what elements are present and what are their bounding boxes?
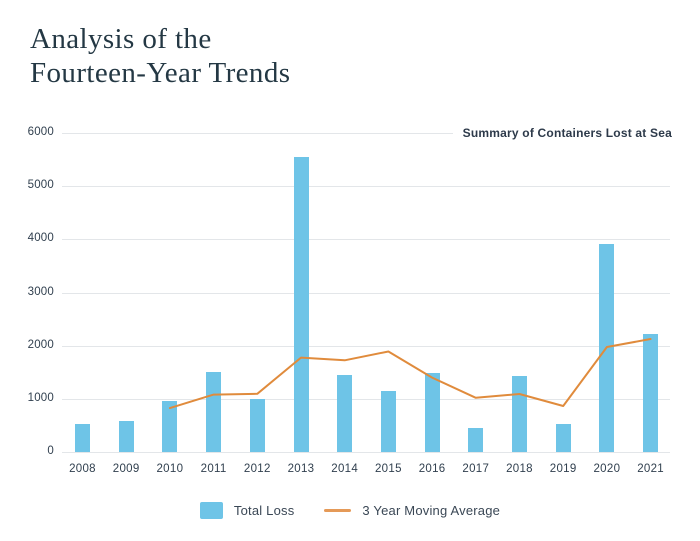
page-title-line-2: Fourteen-Year Trends (30, 57, 291, 89)
chart-legend: Total Loss 3 Year Moving Average (0, 502, 700, 519)
gridline-4000 (62, 239, 670, 240)
bar-2021 (643, 333, 659, 452)
x-tick-label-2010: 2010 (156, 463, 184, 475)
legend-label-total-loss: Total Loss (233, 503, 295, 518)
x-tick-label-2020: 2020 (593, 463, 621, 475)
gridline-1000 (62, 399, 670, 400)
y-tick-label-2000: 2000 (27, 338, 54, 351)
x-tick-label-2011: 2011 (200, 463, 227, 475)
x-tick-label-2014: 2014 (331, 463, 359, 475)
gridline-0 (62, 452, 670, 453)
bar-2012 (249, 398, 265, 452)
moving-average-swatch-icon (324, 509, 352, 512)
legend-item-moving-average: 3 Year Moving Average (324, 503, 500, 518)
x-tick-label-2008: 2008 (69, 463, 96, 475)
legend-item-total-loss: Total Loss (199, 502, 295, 519)
x-tick-label-2012: 2012 (243, 463, 271, 475)
y-tick-label-0: 0 (47, 445, 54, 457)
chart-subtitle: Summary of Containers Lost at Sea (452, 126, 672, 141)
x-tick-label-2018: 2018 (506, 463, 533, 475)
y-tick-label-1000: 1000 (27, 391, 54, 404)
bar-2015 (380, 390, 396, 452)
bar-2020 (599, 243, 615, 452)
x-tick-label-2016: 2016 (418, 463, 446, 475)
gridline-3000 (62, 293, 670, 294)
y-tick-label-5000: 5000 (27, 179, 54, 192)
bar-2008 (75, 424, 90, 452)
bar-2018 (512, 375, 527, 452)
bar-2010 (162, 400, 178, 452)
x-tick-label-2013: 2013 (287, 463, 315, 475)
bar-2017 (468, 428, 484, 452)
x-tick-label-2017: 2017 (462, 463, 490, 475)
page-title-line-1: Analysis of the (30, 23, 212, 55)
y-tick-label-4000: 4000 (27, 232, 54, 245)
bar-2016 (424, 373, 440, 452)
bar-2014 (337, 374, 353, 452)
y-tick-label-6000: 6000 (27, 126, 54, 138)
bar-2011 (206, 372, 222, 452)
x-tick-label-2009: 2009 (112, 463, 140, 475)
gridline-2000 (62, 346, 670, 347)
gridline-5000 (62, 186, 670, 187)
page-title: Analysis of the Fourteen-Year Trends (30, 22, 290, 90)
bar-2009 (118, 421, 134, 452)
x-tick-label-2021: 2021 (637, 463, 664, 475)
x-tick-label-2015: 2015 (374, 463, 402, 475)
bar-2013 (293, 156, 309, 452)
gridline-6000 (62, 133, 670, 134)
x-tick-label-2019: 2019 (549, 463, 577, 475)
y-tick-label-3000: 3000 (27, 285, 54, 298)
total-loss-swatch-icon (199, 502, 223, 519)
legend-label-moving-average: 3 Year Moving Average (362, 503, 501, 518)
moving-average-polyline (168, 338, 652, 410)
bar-2019 (555, 424, 571, 452)
